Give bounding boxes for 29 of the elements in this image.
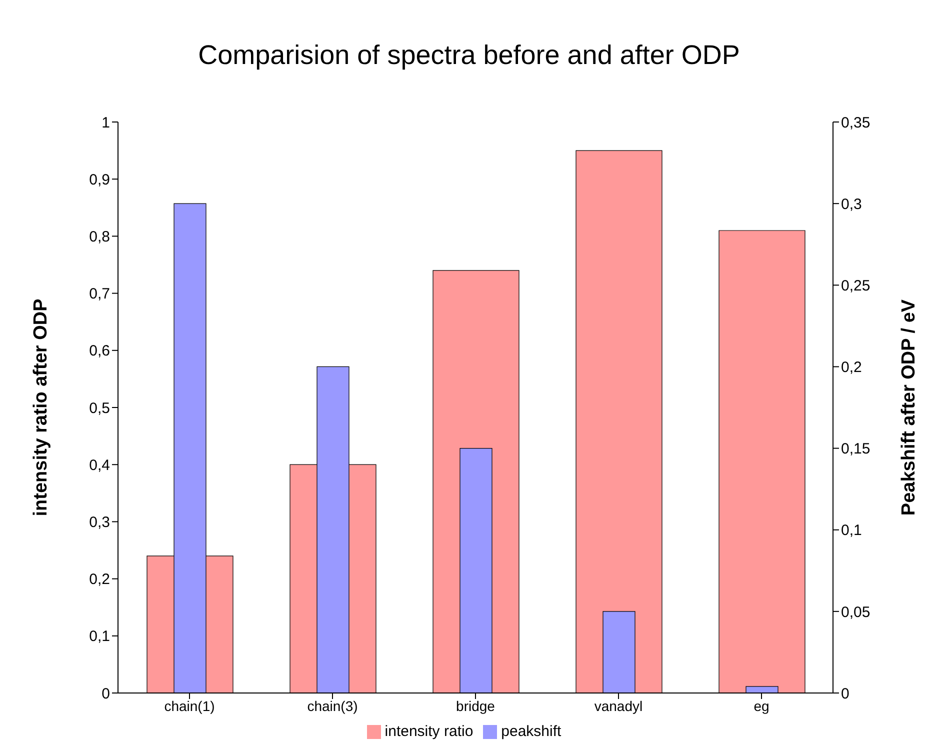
x-tick-label: vanadyl: [594, 698, 643, 714]
legend-label: peakshift: [501, 723, 562, 740]
y-tick-label: 0,6: [89, 342, 110, 360]
y-axis-title: intensity ratio after ODP: [30, 298, 52, 516]
y-tick-label: 0,5: [89, 400, 110, 417]
y2-tick-label: 0,15: [841, 440, 870, 458]
chart-title: Comparision of spectra before and after ODP: [197, 40, 741, 71]
x-tick-label: chain(1): [164, 698, 215, 714]
legend-label: intensity ratio: [384, 723, 474, 740]
y-tick-label: 0: [102, 685, 110, 702]
y2-tick-label: 0,1: [841, 522, 862, 540]
x-tick-label: eg: [754, 698, 770, 714]
y-tick-label: 0,4: [89, 456, 110, 474]
y-tick-label: 0,3: [89, 514, 110, 532]
y-tick-label: 0,9: [89, 171, 110, 188]
y2-axis-title: Peakshift after ODP / eV: [898, 299, 920, 516]
y2-tick-label: 0,35: [841, 114, 870, 132]
y-tick-label: 1: [102, 114, 110, 132]
y-tick-label: 0,7: [89, 286, 110, 303]
x-tick-label: chain(3): [307, 698, 358, 714]
y2-tick-label: 0: [841, 685, 850, 702]
y2-tick-label: 0,05: [841, 604, 870, 621]
x-tick-label: bridge: [456, 698, 496, 714]
y-tick-label: 0,1: [89, 628, 110, 646]
y-tick-label: 0,2: [89, 571, 110, 588]
y2-tick-label: 0,3: [841, 196, 862, 213]
y2-tick-label: 0,2: [841, 359, 862, 376]
y-tick-label: 0,8: [89, 228, 110, 246]
y2-tick-label: 0,25: [841, 277, 870, 294]
